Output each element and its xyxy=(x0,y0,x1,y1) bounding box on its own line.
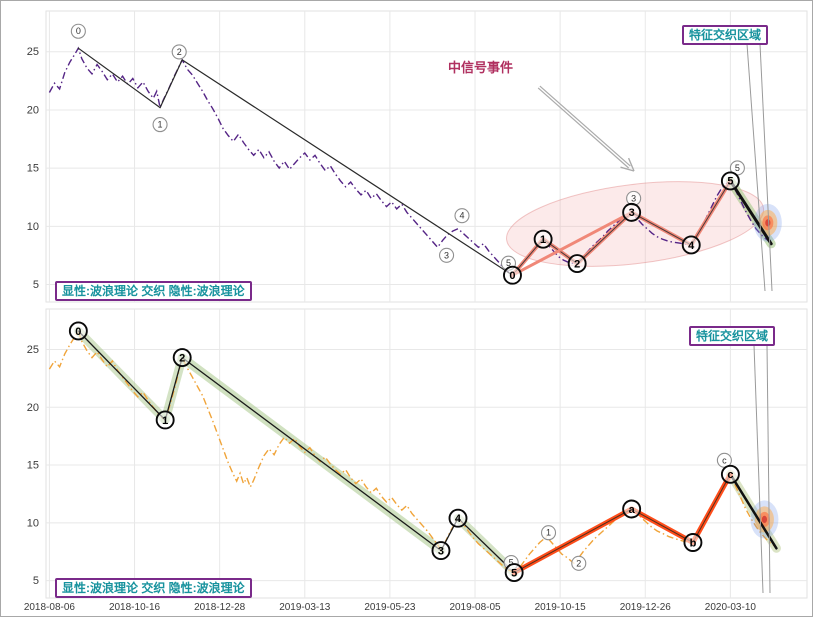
feature-region-pointer-line xyxy=(753,344,764,594)
y-tick-label: 15 xyxy=(27,460,39,472)
feature-region-pointer-line xyxy=(766,344,771,594)
x-tick-label: 2020-03-10 xyxy=(705,602,757,613)
feature-region-pointer-line xyxy=(759,43,773,292)
trend-line xyxy=(728,179,773,246)
wave-marker-label: b xyxy=(690,537,697,549)
explicit-implicit-label-bottom: 显性:波浪理论 交织 隐性:波浪理论 xyxy=(55,578,252,598)
wave-marker-circle xyxy=(720,171,740,191)
wave-marker-label: 3 xyxy=(438,545,444,557)
wave-marker-label: 5 xyxy=(735,163,740,173)
y-tick-label: 10 xyxy=(27,517,39,529)
x-tick-label: 2019-03-13 xyxy=(279,602,331,613)
wave-marker-label: 5 xyxy=(506,258,511,268)
wave-marker-circle xyxy=(171,44,187,60)
trend-line xyxy=(77,47,161,109)
wave-marker-circle xyxy=(683,533,703,552)
wave-marker-circle xyxy=(533,229,553,249)
wave-marker-label: 0 xyxy=(76,26,81,36)
y-tick-label: 10 xyxy=(27,221,39,233)
wave-marker-label: a xyxy=(629,504,636,516)
wave-marker-label: 1 xyxy=(540,234,546,246)
y-tick-label: 15 xyxy=(27,163,39,175)
wave-marker-label: 3 xyxy=(629,207,635,219)
wave-marker-circle xyxy=(622,499,642,519)
plot-background xyxy=(45,10,808,303)
trend-line xyxy=(77,330,166,421)
wave-marker-circle xyxy=(448,508,468,528)
plot-background xyxy=(45,308,808,599)
wave-marker-circle xyxy=(720,464,740,484)
trend-line xyxy=(164,356,183,421)
wave-marker-label: 4 xyxy=(455,513,462,525)
y-tick-label: 5 xyxy=(33,279,39,291)
wave-marker-label: c xyxy=(722,455,727,465)
feature-region-pointer-line xyxy=(746,43,766,292)
wave-marker-circle xyxy=(571,555,587,571)
feature-region-label-top: 特征交织区域 xyxy=(682,25,769,45)
signal-event-label: 中信号事件 xyxy=(448,60,514,75)
wave-marker-label: 0 xyxy=(75,326,81,338)
wave-marker-label: 5 xyxy=(727,176,733,188)
wave-marker-label: 2 xyxy=(179,352,185,364)
y-tick-label: 5 xyxy=(33,575,39,587)
wave-marker-circle xyxy=(540,525,557,541)
x-tick-label: 2018-08-06 xyxy=(24,602,76,613)
wave-marker-label: 1 xyxy=(158,120,163,130)
y-tick-label: 20 xyxy=(27,402,39,414)
trend-line xyxy=(159,59,183,109)
confluence-blob xyxy=(761,515,768,523)
wave-marker-label: 3 xyxy=(444,250,449,260)
wave-marker-label: 5 xyxy=(511,567,517,579)
confluence-blob xyxy=(765,219,771,227)
wave-marker-label: 2 xyxy=(574,258,580,270)
wave-marker-circle xyxy=(454,208,470,224)
x-tick-label: 2018-10-16 xyxy=(109,602,161,613)
y-tick-label: 20 xyxy=(27,104,39,116)
wave-marker-label: 0 xyxy=(509,270,515,282)
y-tick-label: 25 xyxy=(27,46,39,58)
x-tick-label: 2018-12-28 xyxy=(194,602,246,613)
trend-line xyxy=(729,473,778,550)
explicit-implicit-label-top: 显性:波浪理论 交织 隐性:波浪理论 xyxy=(55,281,252,301)
wave-marker-label: c xyxy=(727,469,733,481)
wave-marker-circle xyxy=(68,321,88,341)
x-tick-label: 2019-10-15 xyxy=(535,602,587,613)
trend-line xyxy=(181,59,514,276)
wave-marker-circle xyxy=(504,563,524,583)
wave-marker-circle xyxy=(622,202,642,222)
signal-arrow-shaft xyxy=(537,87,630,169)
wave-marker-circle xyxy=(567,254,587,274)
wave-marker-label: 4 xyxy=(688,240,695,252)
wave-marker-circle xyxy=(152,117,168,133)
wave-marker-circle xyxy=(172,348,192,368)
wave-marker-circle xyxy=(503,265,522,285)
wave-marker-label: 5 xyxy=(509,558,514,568)
impulse-line xyxy=(511,210,634,277)
signal-arrow-head xyxy=(620,166,635,172)
x-tick-label: 2019-05-23 xyxy=(364,602,416,613)
wave-marker-circle xyxy=(155,410,175,430)
signal-arrow-shaft xyxy=(539,85,631,167)
wave-marker-circle xyxy=(70,23,86,39)
feature-region-label-bottom: 特征交织区域 xyxy=(689,326,776,346)
wave-marker-label: 4 xyxy=(459,211,464,221)
wave-marker-circle xyxy=(439,247,455,263)
impulse-line-overlay xyxy=(513,474,731,574)
top-wave-chart: 5 10 15 20 25 0 1 2 3 4 5 3 5 0 1 2 3 4 5 xyxy=(27,10,808,303)
wave-marker-circle xyxy=(681,235,701,255)
trend-line xyxy=(181,356,442,552)
y-tick-label: 25 xyxy=(27,344,39,356)
wave-marker-label: 2 xyxy=(576,558,581,568)
signal-arrow-head xyxy=(627,157,635,172)
wave-marker-label: 1 xyxy=(162,415,168,427)
x-tick-label: 2019-08-05 xyxy=(449,602,501,613)
wave-marker-label: 2 xyxy=(177,47,182,57)
x-tick-label: 2019-12-26 xyxy=(620,602,672,613)
wave-marker-label: 3 xyxy=(631,193,636,203)
wave-marker-circle xyxy=(431,541,451,561)
wave-marker-label: 1 xyxy=(546,528,551,538)
